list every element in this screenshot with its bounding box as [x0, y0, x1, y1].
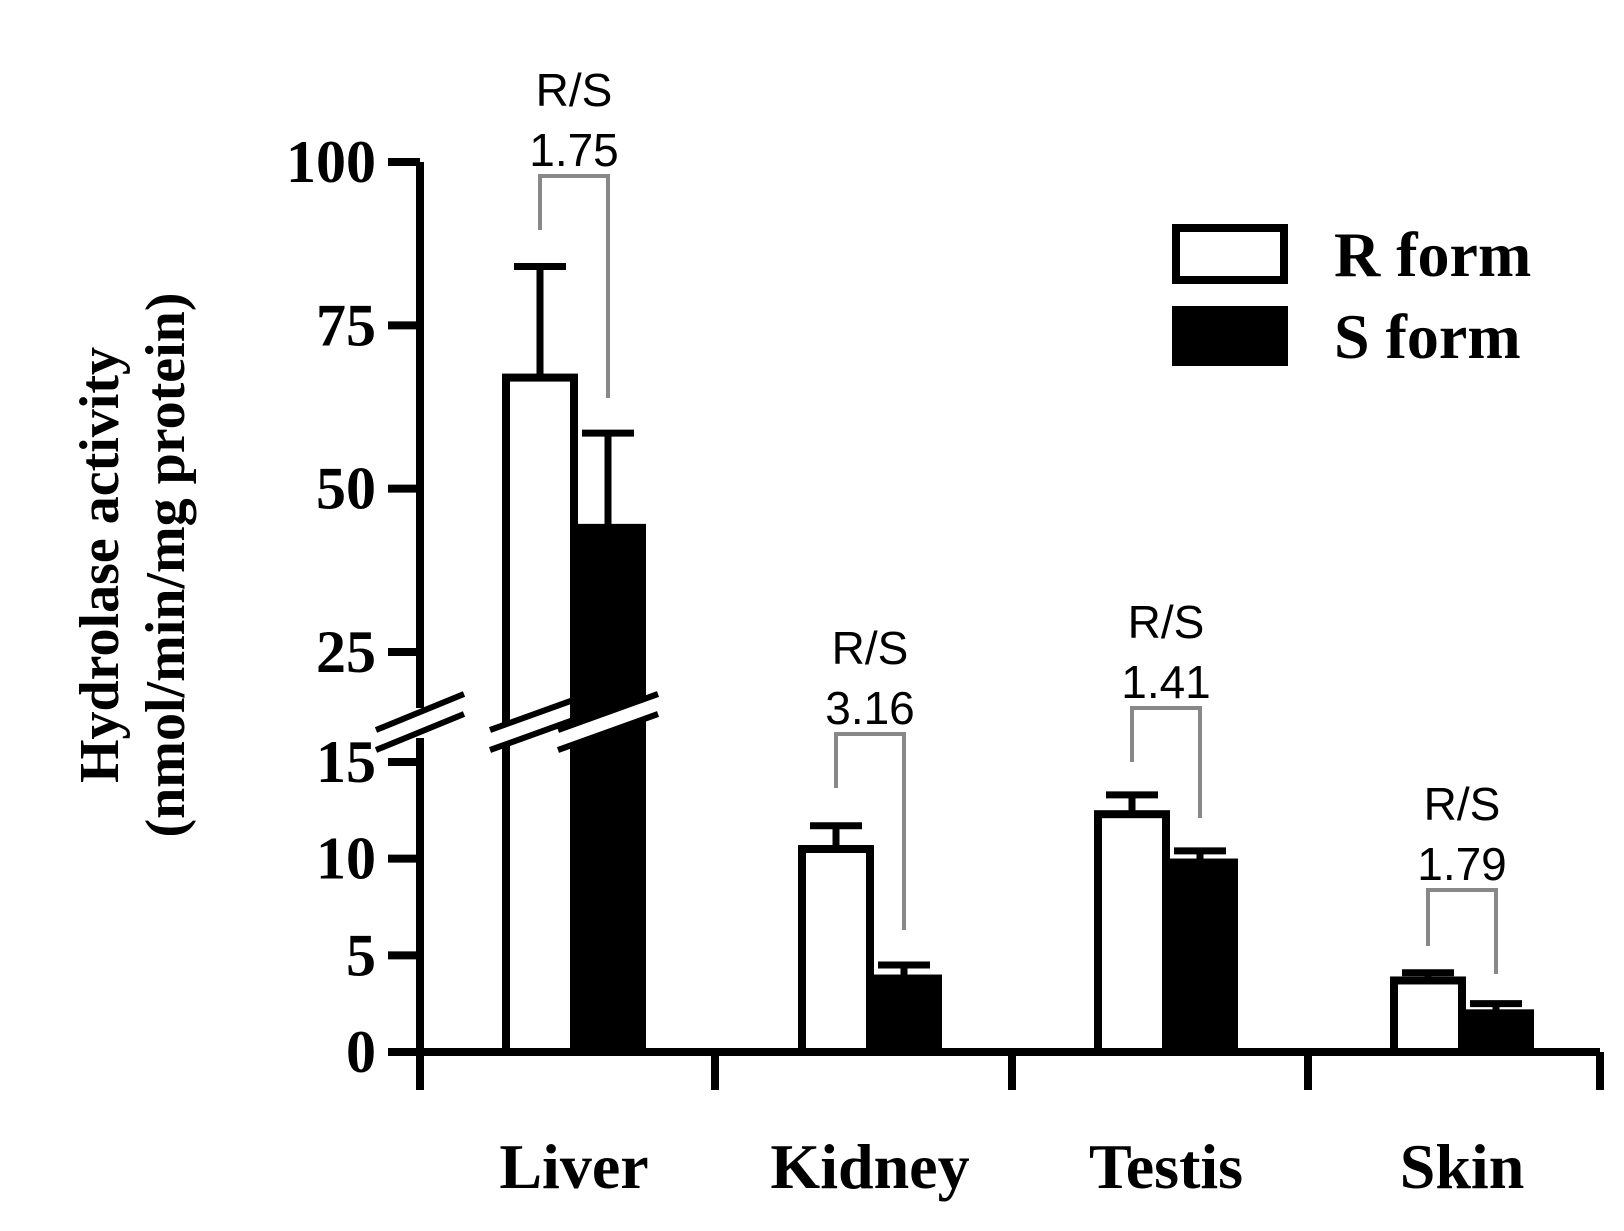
bar-testis-s-form — [1162, 858, 1238, 1056]
ratio-label-testis: R/S — [1128, 596, 1205, 648]
ratio-label-liver: R/S — [536, 64, 613, 116]
legend-swatch-r-form — [1172, 224, 1288, 284]
ratio-value-skin: 1.79 — [1417, 838, 1507, 890]
legend-swatch-s-form — [1172, 306, 1288, 366]
y-tick-label: 75 — [316, 292, 376, 358]
ratio-bracket-liver — [538, 174, 610, 398]
y-tick-label: 5 — [346, 922, 376, 988]
y-axis-label: Hydrolase activity (nmol/min/mg protein) — [69, 293, 197, 838]
axis-break-mark — [374, 711, 466, 753]
y-axis-label-line2: (nmol/min/mg protein) — [135, 293, 197, 838]
legend: R form S form — [1172, 219, 1531, 372]
ratio-bracket-kidney — [834, 732, 906, 930]
ratio-label-skin: R/S — [1424, 778, 1501, 830]
y-axis-label-line1: Hydrolase activity — [69, 347, 131, 783]
x-tick-label-kidney: Kidney — [770, 1131, 969, 1202]
bar-kidney-s-form — [866, 974, 942, 1056]
bar-skin-s-form — [1458, 1009, 1534, 1056]
ratio-bracket-testis — [1130, 706, 1202, 818]
x-tick-label-testis: Testis — [1089, 1131, 1243, 1202]
axis-break-mark — [556, 691, 660, 733]
bar-kidney-r-form — [798, 845, 874, 1056]
ratio-value-liver: 1.75 — [529, 124, 619, 176]
legend-label-s-form: S form — [1334, 301, 1521, 372]
ratio-value-testis: 1.41 — [1121, 656, 1211, 708]
axis-break-gap — [376, 694, 464, 750]
x-tick-label-liver: Liver — [499, 1131, 648, 1202]
ratio-value-kidney: 3.16 — [825, 682, 915, 734]
bar-liver-s-form — [570, 523, 646, 1056]
y-tick-label: 50 — [316, 456, 376, 522]
y-tick-label: 15 — [316, 729, 376, 795]
y-tick-label: 100 — [286, 129, 376, 195]
bar-skin-r-form — [1390, 976, 1466, 1057]
ratio-bracket-skin — [1426, 888, 1498, 974]
bar-testis-r-form — [1094, 810, 1170, 1057]
y-tick-label: 0 — [346, 1019, 376, 1085]
legend-label-r-form: R form — [1334, 219, 1531, 290]
y-tick-label: 10 — [316, 826, 376, 892]
axis-break-gap — [558, 694, 658, 750]
axis-break-gap — [490, 694, 590, 750]
ratio-label-kidney: R/S — [832, 622, 909, 674]
axis-break-mark — [556, 711, 660, 753]
axis-break-mark — [374, 691, 466, 733]
y-tick-label: 25 — [316, 619, 376, 685]
x-tick-label-skin: Skin — [1400, 1131, 1525, 1202]
